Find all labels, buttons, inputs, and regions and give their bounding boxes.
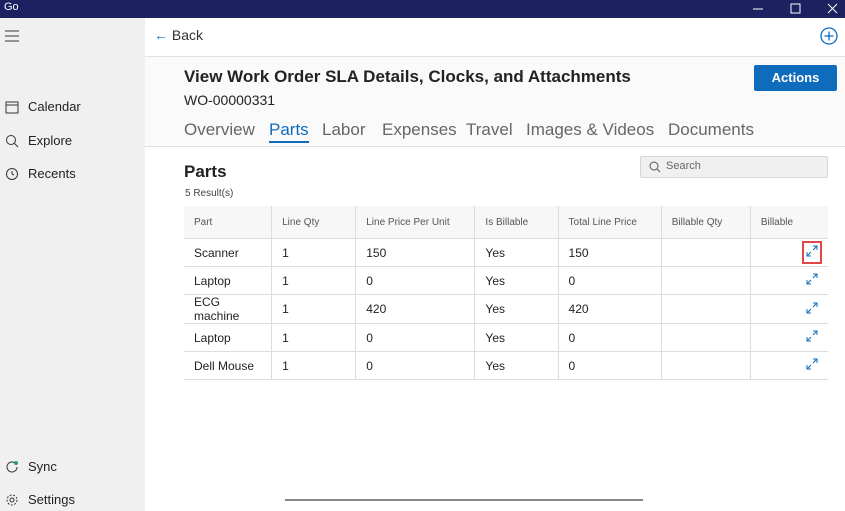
table-cell: 0 <box>355 266 475 295</box>
expand-button[interactable] <box>802 354 822 377</box>
nav-item[interactable]: Recents <box>28 166 76 181</box>
tab[interactable]: Labor <box>322 120 366 139</box>
table-cell: 0 <box>557 323 662 352</box>
table-cell: 1 <box>271 323 356 352</box>
table-cell: 0 <box>355 351 475 380</box>
back-button[interactable]: ← Back <box>154 27 204 43</box>
table-cell <box>660 294 751 324</box>
window-title: Go <box>4 1 19 13</box>
table-cell <box>749 266 828 295</box>
table-cell <box>660 238 751 267</box>
table-cell: 0 <box>557 266 662 295</box>
tab[interactable]: Images & Videos <box>526 120 655 139</box>
tab[interactable]: Documents <box>668 120 754 139</box>
table-cell: 1 <box>271 266 356 295</box>
nav-icon <box>6 134 19 147</box>
sidebar: Calendar Explore Recents Sync Settings <box>0 18 145 511</box>
expand-icon <box>806 358 818 370</box>
column-header: Billable Qty <box>660 206 751 239</box>
expand-button[interactable] <box>802 326 822 349</box>
table-header: Part Line Qty Line Price Per Unit Is Billab… <box>184 206 828 239</box>
nav-icon <box>6 461 18 473</box>
menu-icon[interactable] <box>5 30 21 42</box>
table-cell: ECG machine <box>184 294 272 324</box>
expand-icon <box>806 273 818 285</box>
nav-item[interactable]: Calendar <box>28 99 81 114</box>
nav-item[interactable]: Settings <box>28 492 75 507</box>
table-cell: 420 <box>557 294 662 324</box>
table-cell: Yes <box>474 323 559 352</box>
table-cell <box>749 351 828 380</box>
add-button[interactable] <box>820 27 838 45</box>
header <box>145 56 845 147</box>
tab[interactable]: Overview <box>184 120 255 139</box>
back-label[interactable]: Back <box>171 27 204 43</box>
column-header: Total Line Price <box>557 206 662 239</box>
tab[interactable]: Travel <box>466 120 513 139</box>
title-bar: Go <box>0 0 845 18</box>
nav-icon <box>6 494 18 506</box>
expand-button[interactable] <box>802 269 822 292</box>
tab[interactable]: Expenses <box>382 120 457 139</box>
table-cell: 150 <box>355 238 475 267</box>
expand-icon <box>806 330 818 342</box>
section-title: Parts <box>184 162 227 181</box>
tab[interactable]: Parts <box>269 120 309 143</box>
column-header: Is Billable <box>474 206 559 239</box>
page-title: View Work Order SLA Details, Clocks, and… <box>184 67 631 86</box>
window-controls[interactable] <box>750 0 845 18</box>
table-row[interactable]: Dell Mouse 1 0 Yes 0 <box>184 351 828 380</box>
table-cell <box>660 351 751 380</box>
scrollbar[interactable] <box>285 499 643 501</box>
expand-icon <box>806 302 818 313</box>
table-cell <box>660 323 751 352</box>
work-order-id: WO-00000331 <box>184 92 276 108</box>
column-header: Line Qty <box>271 206 356 239</box>
search-box[interactable]: Search <box>640 156 828 178</box>
table-cell: Laptop <box>184 266 272 295</box>
column-header: Part <box>184 206 272 239</box>
table-row[interactable]: ECG machine 1 420 Yes 420 <box>184 294 828 324</box>
table-cell <box>749 323 828 352</box>
parts-table: Part Line Qty Line Price Per Unit Is Billab… <box>184 206 828 380</box>
table-cell: Yes <box>474 294 559 324</box>
nav-item[interactable]: Explore <box>28 132 73 148</box>
table-row[interactable]: Laptop 1 0 Yes 0 <box>184 323 828 352</box>
search-icon <box>649 161 661 173</box>
column-header: Line Price Per Unit <box>355 206 475 239</box>
table-cell: 150 <box>557 238 662 267</box>
expand-button[interactable] <box>802 241 822 264</box>
table-cell: Laptop <box>184 323 272 352</box>
table-cell: Dell Mouse <box>184 351 272 380</box>
table-cell: 1 <box>271 351 356 380</box>
nav-icon <box>6 168 18 180</box>
table-cell <box>660 266 751 295</box>
table-cell: 1 <box>271 238 356 267</box>
table-cell: 420 <box>355 294 475 324</box>
table-cell: 0 <box>557 351 662 380</box>
table-cell: Yes <box>474 238 559 267</box>
result-count: 5 Result(s) <box>185 188 234 199</box>
search-placeholder: Search <box>666 160 701 172</box>
actions-button[interactable]: Actions <box>754 65 837 91</box>
table-cell <box>749 238 828 267</box>
expand-icon <box>806 245 818 257</box>
table-row[interactable]: Scanner 1 150 Yes 150 <box>184 238 828 267</box>
nav-icon <box>5 101 19 114</box>
table-cell: Yes <box>474 351 559 380</box>
table-cell <box>749 294 828 324</box>
table-row[interactable]: Laptop 1 0 Yes 0 <box>184 266 828 295</box>
column-header: Billable <box>749 206 828 239</box>
nav-item[interactable]: Sync <box>28 459 57 474</box>
table-cell: Scanner <box>184 238 272 267</box>
table-cell: Yes <box>474 266 559 295</box>
table-cell: 0 <box>355 323 475 352</box>
expand-button[interactable] <box>802 298 822 321</box>
table-cell: 1 <box>271 294 356 324</box>
